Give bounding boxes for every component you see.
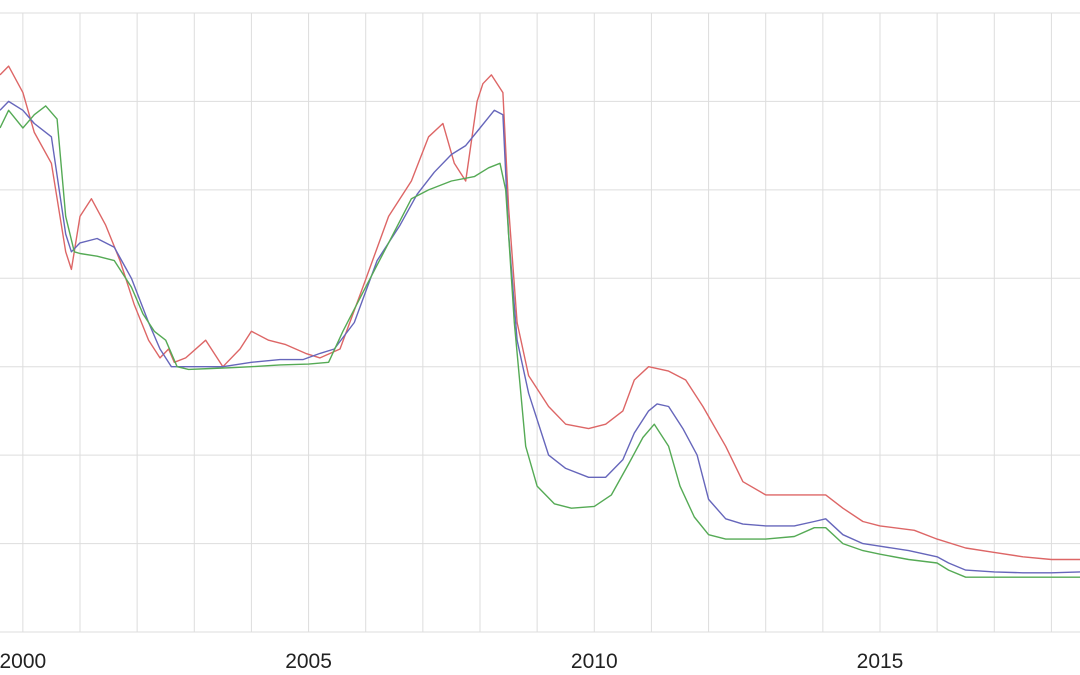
series-line-2: [0, 100, 1080, 574]
x-axis-tick-labels: 2000 2005 2010 2015: [0, 650, 903, 673]
x-tick-label: 2005: [285, 650, 332, 673]
x-tick-label: 2000: [0, 650, 46, 673]
x-tick-label: 2010: [571, 650, 618, 673]
series-line-1: [0, 65, 1080, 561]
series-line-3: [0, 105, 1080, 578]
x-tick-label: 2015: [857, 650, 904, 673]
series-lines: [0, 65, 1080, 578]
grid: [0, 12, 1080, 633]
